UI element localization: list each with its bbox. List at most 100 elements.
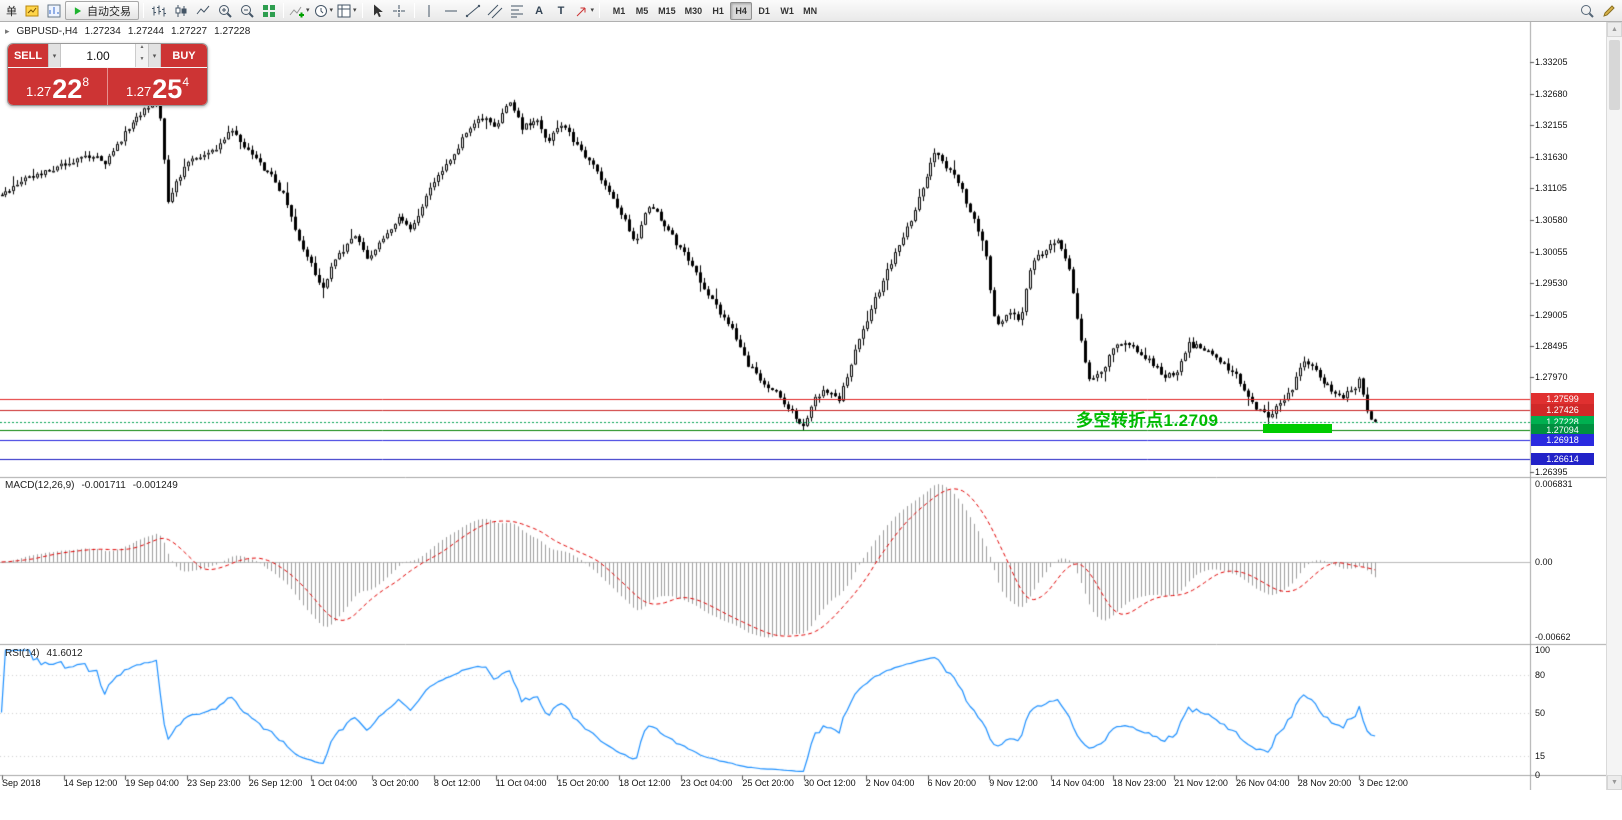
search-icon[interactable] [1576,1,1597,21]
chart-annotation-text[interactable]: 多空转折点1.2709 [1076,411,1219,430]
time-axis-label: 8 Oct 12:00 [433,778,481,788]
timeframe-button-h4[interactable]: H4 [730,1,753,20]
play-icon [74,6,82,15]
time-axis-label: 11 Oct 04:00 [495,778,547,788]
time-axis-label: 2 Nov 04:00 [865,778,915,788]
subwindow-expand-icon[interactable]: ▸ [5,26,10,36]
sell-price-prefix: 1.27 [25,84,52,99]
new-order-button[interactable]: 单 [6,5,17,18]
vertical-scrollbar[interactable]: ▲ ▼ [1606,22,1622,790]
scrollbar-thumb[interactable] [1609,40,1620,110]
macd-scale-label: 0.00 [1535,557,1553,567]
chart-highlight-rectangle[interactable] [1263,424,1332,433]
zoom-in-icon[interactable] [214,1,235,21]
time-axis-label: 6 Nov 20:00 [927,778,977,788]
scroll-up-icon[interactable]: ▲ [1607,22,1622,37]
tile-windows-icon[interactable] [258,1,279,21]
edit-icon[interactable] [1598,1,1619,21]
timeframe-toolbar: M1 M5 M15 M30 H1 H4 D1 W1 MN [608,1,821,20]
trendline-tool-icon[interactable] [463,1,484,21]
line-chart-icon[interactable] [192,1,213,21]
rsi-scale-label: 15 [1535,751,1546,762]
periods-icon[interactable]: ▾ [312,1,335,21]
arrow-tool-icon[interactable]: ▾ [573,1,596,21]
time-axis-label: 15 Oct 20:00 [557,778,609,788]
time-axis-label: 3 Dec 12:00 [1359,778,1408,788]
scroll-down-icon[interactable]: ▼ [1607,775,1622,790]
rsi-scale-label: 80 [1535,670,1546,680]
sell-options-dropdown[interactable]: ▾ [48,44,61,67]
indicators-icon[interactable]: ▾ [288,1,311,21]
templates-icon[interactable]: ▾ [335,1,358,21]
time-axis-label: 9 Nov 12:00 [989,778,1038,788]
new-chart-icon[interactable] [21,1,42,21]
ohlc-low: 1.27227 [170,26,208,37]
timeframe-button-d1[interactable]: D1 [758,5,770,16]
time-axis-label: 18 Nov 23:00 [1112,778,1167,788]
macd-label: MACD(12,26,9) -0.001711 -0.001249 [5,480,178,491]
toolbar-separator [413,3,415,18]
price-scale-label: 1.30580 [1535,215,1568,225]
price-scale-label: 1.29530 [1535,278,1568,289]
toolbar-separator [143,3,144,18]
crosshair-icon[interactable] [389,1,410,21]
horizontal-line-tool-icon[interactable] [441,1,462,21]
buy-button[interactable]: BUY [161,44,207,67]
price-scale-label: 1.30055 [1535,246,1568,257]
ohlc-open: 1.27234 [84,26,121,37]
buy-price-prefix: 1.27 [125,84,152,99]
toolbar-separator [599,3,601,18]
time-axis-label: 14 Sep 12:00 [63,778,118,788]
price-scale-label: 1.27970 [1535,372,1568,383]
rsi-label: RSI(14) 41.6012 [5,648,83,659]
timeframe-button-w1[interactable]: W1 [780,5,794,16]
timeframe-button-mn[interactable]: MN [803,5,818,16]
timeframe-button-h1[interactable]: H1 [712,5,724,16]
bar-chart-icon[interactable] [148,1,169,21]
price-scale-label: 1.31105 [1535,183,1567,194]
time-axis-label: 23 Oct 04:00 [680,778,733,788]
price-tag: 1.27599 [1531,393,1594,406]
fibonacci-tool-icon[interactable] [507,1,528,21]
autotrading-label: 自动交易 [87,5,131,18]
timeframe-button-m15[interactable]: M15 [658,5,676,16]
sell-price-button[interactable]: 1.27 22 8 [8,68,107,105]
timeframe-button-m5[interactable]: M5 [635,5,649,16]
macd-scale-label: 0.006831 [1535,479,1573,490]
rsi-scale-label: 50 [1535,707,1546,718]
rsi-scale-label: 0 [1535,770,1541,780]
time-axis-label: 25 Oct 20:00 [742,778,794,788]
autotrading-button[interactable]: 自动交易 [65,1,139,20]
ohlc-high: 1.27244 [127,26,164,37]
vertical-line-tool-icon[interactable] [419,1,440,21]
price-tag: 1.27094 [1531,423,1594,436]
buy-price-big: 25 [152,74,183,104]
price-tag: 1.26918 [1531,434,1594,447]
volume-spinner[interactable]: ▲ ▼ [135,44,148,67]
sell-button[interactable]: SELL [8,44,48,67]
text-tool-icon[interactable]: A [535,4,544,17]
macd-name: MACD(12,26,9) [5,480,75,491]
channel-tool-icon[interactable] [485,1,506,21]
chart-canvas[interactable] [0,22,1622,790]
sell-price-sup: 8 [82,75,90,89]
cursor-icon[interactable] [367,1,388,21]
volume-input[interactable] [61,44,135,67]
timeframe-button-m30[interactable]: M30 [684,5,703,16]
label-tool-icon[interactable]: T [557,4,565,17]
timeframe-button-m1[interactable]: M1 [612,5,626,16]
toolbar-separator [283,3,284,18]
buy-options-dropdown[interactable]: ▾ [148,44,161,67]
one-click-top-row: SELL ▾ ▲ ▼ ▾ BUY [8,44,207,68]
spinner-up-icon[interactable]: ▲ [136,44,148,56]
zoom-out-icon[interactable] [236,1,257,21]
candlestick-chart-icon[interactable] [170,1,191,21]
ohlc-close: 1.27228 [214,26,251,37]
profiles-icon[interactable] [43,1,64,21]
buy-price-button[interactable]: 1.27 25 4 [107,68,207,105]
macd-value-signal: -0.001249 [132,480,178,491]
time-axis-label: 23 Sep 23:00 [187,778,241,788]
volume-field: ▲ ▼ [61,44,148,67]
spinner-down-icon[interactable]: ▼ [136,55,148,67]
